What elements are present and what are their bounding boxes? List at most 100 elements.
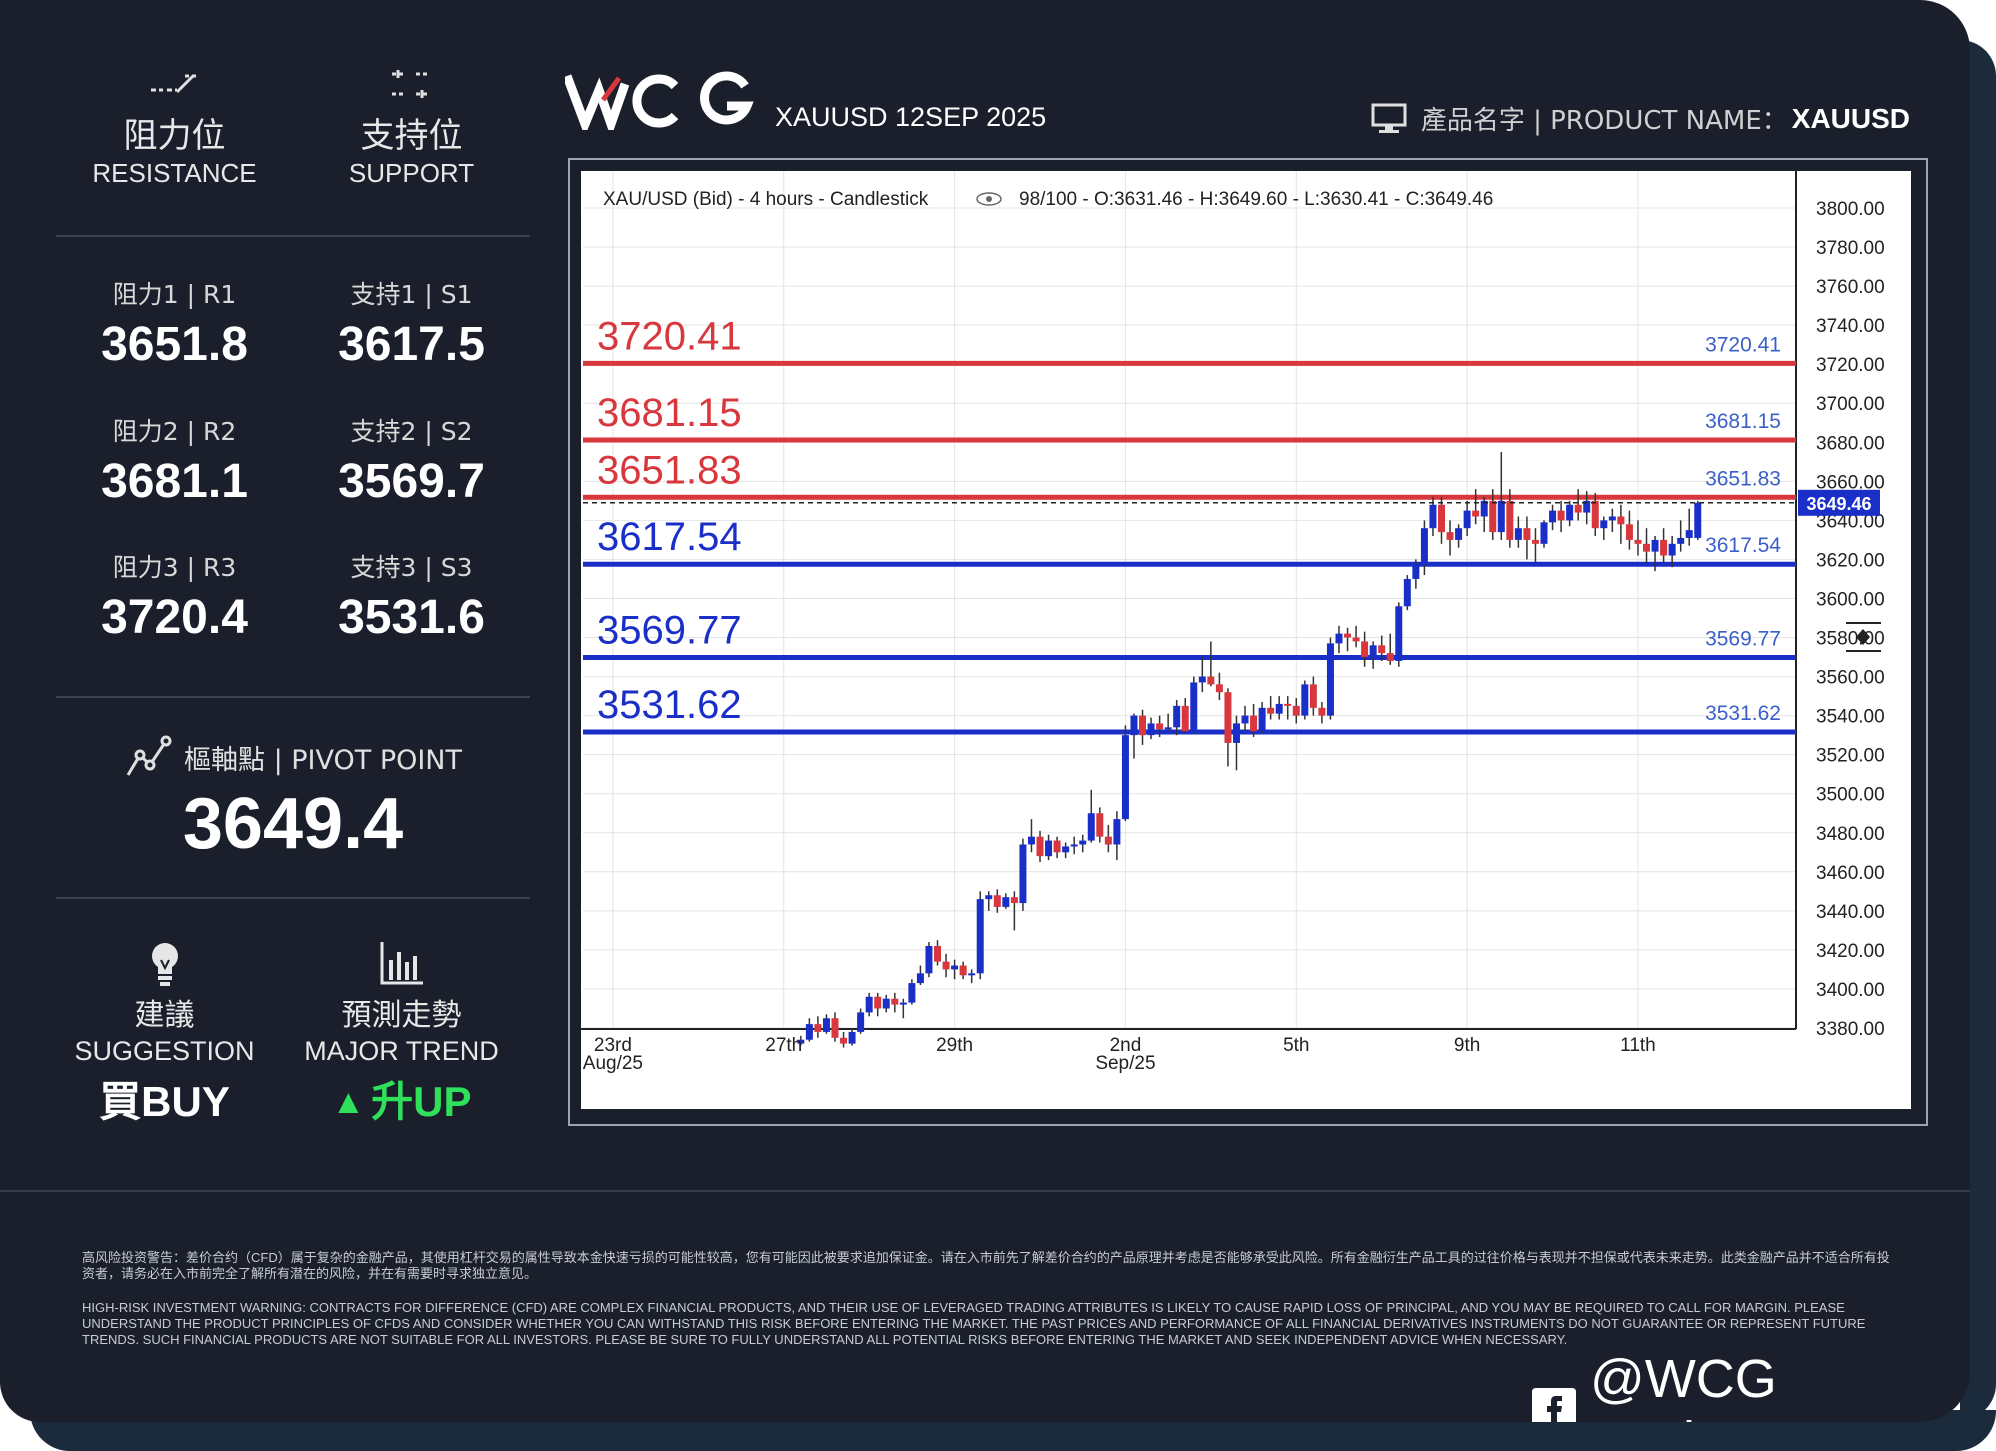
candle-body [822, 1018, 830, 1032]
candle-body [848, 1031, 856, 1044]
support-icon [293, 60, 530, 110]
candle-body [968, 973, 976, 976]
support-header: 支持位 SUPPORT [293, 60, 530, 190]
level-label: 3617.54 [597, 515, 742, 559]
current-price-tag: 3649.46 [583, 489, 1880, 516]
y-tick-label: 3380.00 [1816, 1019, 1885, 1040]
candle-body [882, 998, 890, 1009]
trend-block: 預測走勢 MAJOR TREND ▲ 升UP [283, 940, 520, 1128]
y-tick-label: 3660.00 [1816, 472, 1885, 493]
candle-body [891, 998, 899, 1005]
facebook-icon[interactable] [1528, 1382, 1580, 1422]
candle-body [1514, 528, 1522, 540]
resistance-icon [56, 60, 293, 110]
y-tick-label: 3460.00 [1816, 863, 1885, 884]
level-lines: 3720.41 3720.41 3681.15 3681.15 3651.83 3651.… [583, 314, 1796, 735]
candle-body [840, 1037, 848, 1044]
candle-body [1625, 524, 1633, 540]
candle-body [976, 899, 984, 974]
candle-body [1668, 543, 1676, 556]
candle-body [1395, 606, 1403, 661]
candle-body [1258, 707, 1266, 732]
y-tick-label: 3680.00 [1816, 433, 1885, 454]
level-label-right: 3531.62 [1705, 702, 1781, 725]
level-label: 3531.62 [597, 683, 742, 727]
y-tick-label: 3700.00 [1816, 394, 1885, 415]
current-price-label: 3649.46 [1806, 494, 1871, 514]
candle-body [1480, 500, 1488, 517]
level-label: 3569.77 [597, 608, 742, 652]
candle-body [1694, 502, 1702, 538]
candle-body [1181, 705, 1189, 732]
candle-body [1608, 516, 1616, 521]
r1-block: 阻力1 | R1 3651.8 [56, 280, 293, 374]
x-tick-label: 23rd [594, 1035, 632, 1056]
disclaimer-zh: 高风险投资警告：差价合约（CFD）属于复杂的金融产品，其使用杠杆交易的属性导致本… [82, 1250, 1890, 1281]
candle-body [1164, 727, 1172, 730]
candle-body [1660, 539, 1668, 556]
candle-body [1386, 653, 1394, 661]
pivot-label: 樞軸點 | PIVOT POINT [183, 744, 462, 776]
candle-body [1045, 840, 1053, 857]
resistance-title-en: RESISTANCE [92, 158, 257, 188]
r3-value: 3720.4 [101, 591, 248, 644]
candle-body [1557, 510, 1565, 521]
candle-body [1549, 510, 1557, 523]
candle-body [985, 895, 993, 900]
eye-icon [976, 192, 1002, 206]
report-title: XAUUSD 12SEP 2025 [775, 102, 1047, 132]
candlestick-chart: XAU/USD (Bid) - 4 hours - Candlestick 98… [581, 171, 1885, 1074]
candle-body [1651, 539, 1659, 552]
candle-body [1403, 578, 1411, 607]
level-label-right: 3681.15 [1705, 410, 1781, 433]
product-label: 產品名字 | PRODUCT NAME： [1420, 106, 1788, 136]
candle-body [1540, 522, 1548, 544]
candle-body [1019, 844, 1027, 904]
candle-body [1685, 530, 1693, 538]
divider [56, 235, 530, 237]
scale-toggle-icon[interactable] [1846, 622, 1881, 652]
candle-body [1591, 500, 1599, 529]
disclaimer-en: HIGH-RISK INVESTMENT WARNING: CONTRACTS … [82, 1300, 1866, 1347]
candle-body [1352, 637, 1360, 642]
suggestion-title-en: SUGGESTION [74, 1036, 255, 1066]
footer-divider [0, 1190, 1970, 1192]
candle-body [1677, 537, 1685, 544]
divider [56, 897, 530, 899]
candle-body [1002, 897, 1010, 907]
y-tick-label: 3720.00 [1816, 355, 1885, 376]
top-bar: XAUUSD 12SEP 2025 產品名字 | PRODUCT NAME： X… [562, 70, 1910, 140]
lightbulb-icon [46, 940, 283, 992]
candle-body [874, 996, 882, 1009]
candle-body [1634, 539, 1642, 544]
candle-body [1070, 844, 1078, 847]
y-tick-label: 3600.00 [1816, 589, 1885, 610]
s2-value: 3569.7 [338, 455, 485, 508]
x-tick-sublabel: Aug/25 [583, 1053, 643, 1074]
candle-body [1455, 528, 1463, 540]
candle-body [1523, 528, 1531, 540]
candle-body [1190, 682, 1198, 732]
candle-body [797, 1039, 805, 1044]
up-arrow-icon: ▲ [331, 1083, 366, 1121]
candle-body [1378, 645, 1386, 654]
y-tick-label: 3640.00 [1816, 511, 1885, 532]
r2-label: 阻力2 | R2 [112, 417, 237, 446]
resistance-title-zh: 阻力位 [123, 116, 226, 156]
candle-body [1284, 703, 1292, 706]
candle-body [1600, 520, 1608, 529]
candle-body [805, 1024, 813, 1040]
social-handle: @WCG Markets [1590, 1349, 1782, 1422]
candle-body [857, 1012, 865, 1032]
candle-body [934, 946, 942, 962]
y-tick-label: 3400.00 [1816, 980, 1885, 1001]
candle-body [1215, 684, 1223, 693]
candle-body [1104, 836, 1112, 845]
y-tick-label: 3580.00 [1816, 629, 1885, 650]
wcg-logo [562, 70, 755, 138]
level-label-right: 3569.77 [1705, 627, 1781, 650]
monitor-icon [1371, 103, 1407, 135]
y-tick-label: 3740.00 [1816, 316, 1885, 337]
social-handle-row[interactable]: @WCG Markets [1528, 1348, 1970, 1422]
candle-body [1446, 532, 1454, 540]
